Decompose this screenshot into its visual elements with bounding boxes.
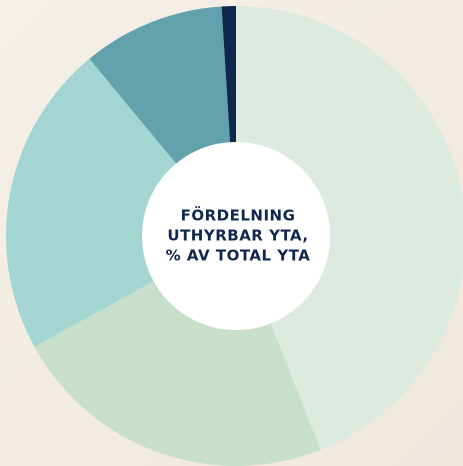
pie-slice bbox=[6, 58, 236, 347]
pie-slice bbox=[236, 6, 463, 450]
center-label: % AV TOTAL YTA bbox=[166, 247, 311, 265]
donut-hole bbox=[142, 142, 330, 330]
center-label: FÖRDELNING bbox=[181, 206, 296, 225]
center-label: UTHYRBAR YTA, bbox=[167, 227, 308, 245]
